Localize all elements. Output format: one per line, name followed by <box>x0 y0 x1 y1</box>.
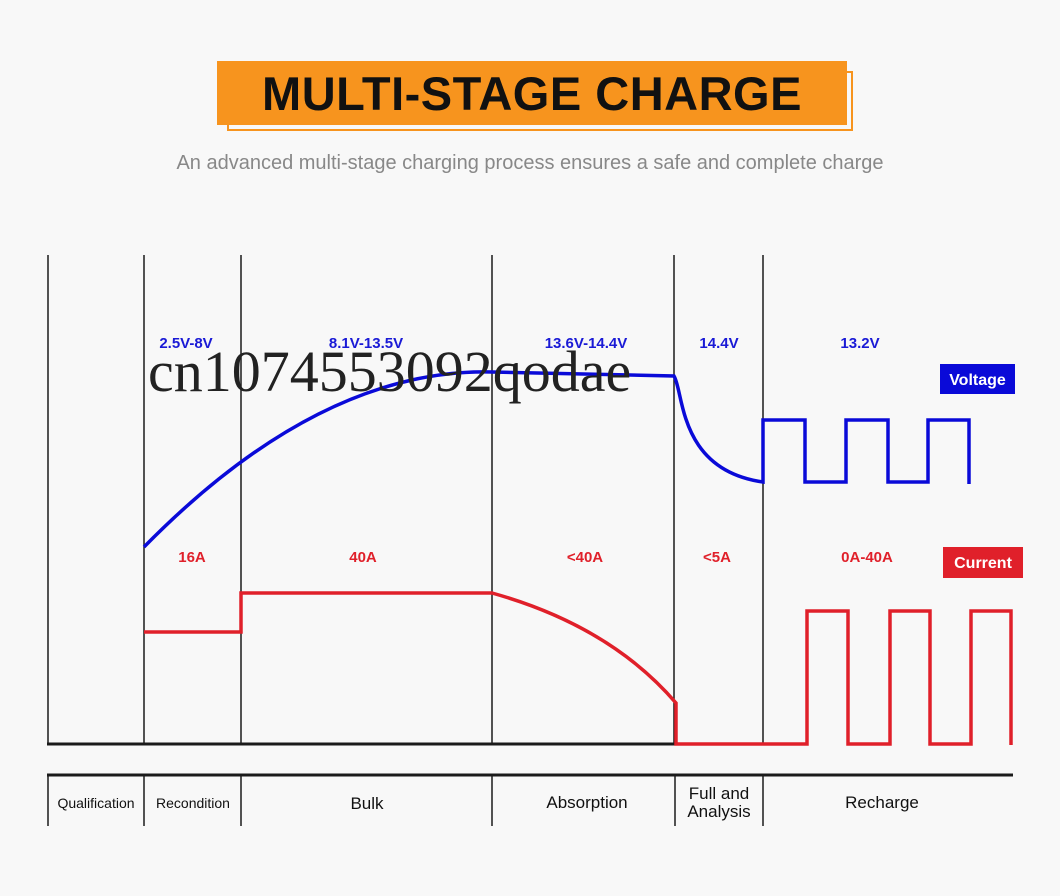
current-label: 40A <box>349 549 377 566</box>
stage-full-and: Full and <box>689 784 749 803</box>
stage-qualification: Qualification <box>57 795 134 811</box>
watermark: cn1074553092qodae <box>148 339 631 404</box>
current-label: <5A <box>703 549 731 566</box>
current-curve <box>144 591 1013 746</box>
legend-current-swatch <box>943 547 1023 578</box>
voltage-label: 13.6V-14.4V <box>545 335 628 352</box>
voltage-label: 8.1V-13.5V <box>329 335 403 352</box>
title-banner: MULTI-STAGE CHARGE <box>217 61 857 135</box>
voltage-label: 14.4V <box>699 335 738 352</box>
voltage-label: 13.2V <box>840 335 879 352</box>
current-label: 16A <box>178 549 206 566</box>
stage-table-dividers <box>47 775 764 826</box>
legend-voltage: Voltage <box>940 364 1015 394</box>
voltage-label: 2.5V-8V <box>159 335 212 352</box>
stage-dividers <box>47 255 764 745</box>
stage-analysis: Analysis <box>687 802 750 821</box>
legend-voltage-label: Voltage <box>949 372 1006 389</box>
current-label: 0A-40A <box>841 549 893 566</box>
legend-current: Current <box>943 547 1023 578</box>
legend-current-label: Current <box>954 555 1012 572</box>
stage-bulk: Bulk <box>350 794 384 813</box>
page-title: MULTI-STAGE CHARGE <box>262 66 802 120</box>
stage-recondition: Recondition <box>156 795 230 811</box>
voltage-curve <box>142 370 971 549</box>
legend-voltage-swatch <box>940 364 1015 394</box>
title-banner-fill: MULTI-STAGE CHARGE <box>217 61 847 125</box>
stage-absorption: Absorption <box>546 793 627 812</box>
page-subtitle: An advanced multi-stage charging process… <box>176 152 884 174</box>
stage-recharge: Recharge <box>845 793 919 812</box>
current-label: <40A <box>567 549 603 566</box>
